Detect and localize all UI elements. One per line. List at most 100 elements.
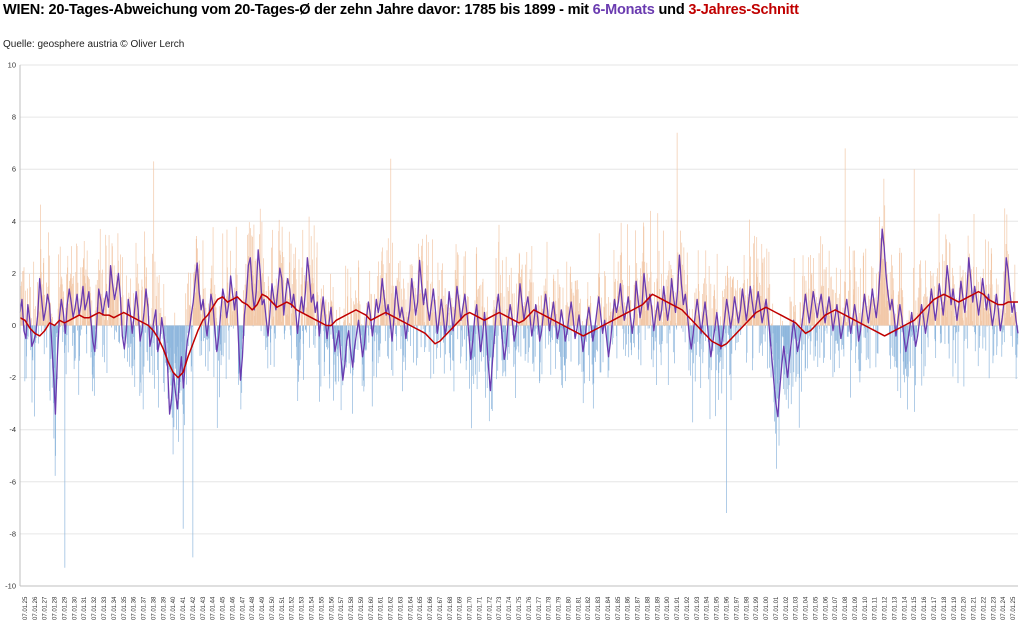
- x-tick-label: 07.01.01: [774, 596, 780, 620]
- x-tick-label: 07.01.49: [260, 596, 266, 620]
- x-tick-label: 07.01.51: [280, 596, 286, 620]
- x-tick-label: 07.01.34: [112, 596, 118, 620]
- x-tick-label: 07.01.57: [339, 596, 345, 620]
- y-tick-label: -4: [9, 425, 16, 434]
- x-tick-label: 07.01.30: [72, 596, 78, 620]
- x-tick-label: 07.01.55: [319, 596, 325, 620]
- x-tick-label: 07.01.96: [725, 596, 731, 620]
- title-main: WIEN: 20-Tages-Abweichung vom 20-Tages-Ø…: [3, 2, 593, 18]
- x-tick-label: 07.01.16: [922, 596, 928, 620]
- x-tick-label: 07.01.99: [754, 596, 760, 620]
- title-and: und: [654, 2, 689, 18]
- x-tick-label: 07.01.74: [507, 596, 513, 620]
- x-tick-label: 07.01.25: [23, 596, 29, 620]
- x-tick-label: 07.01.70: [468, 596, 474, 620]
- y-tick-label: 10: [8, 61, 16, 70]
- x-tick-label: 07.01.95: [715, 596, 721, 620]
- x-tick-label: 07.01.85: [616, 596, 622, 620]
- x-tick-label: 07.01.82: [586, 596, 592, 620]
- x-tick-label: 07.01.13: [892, 596, 898, 620]
- x-tick-label: 07.01.35: [122, 596, 128, 620]
- x-tick-label: 07.01.61: [379, 596, 385, 620]
- x-tick-label: 07.01.20: [962, 596, 968, 620]
- x-tick-label: 07.01.91: [675, 596, 681, 620]
- x-tick-label: 07.01.33: [102, 596, 108, 620]
- x-tick-label: 07.01.42: [191, 596, 197, 620]
- x-tick-label: 07.01.77: [537, 596, 543, 620]
- x-tick-label: 07.01.18: [942, 596, 948, 620]
- x-tick-label: 07.01.97: [734, 596, 740, 620]
- three-year-line: [19, 290, 1018, 379]
- x-tick-label: 07.01.78: [547, 596, 553, 620]
- x-tick-label: 07.01.81: [576, 596, 582, 620]
- y-tick-label: 6: [12, 165, 16, 174]
- x-tick-label: 07.01.07: [833, 596, 839, 620]
- x-tick-label: 07.01.75: [517, 596, 523, 620]
- y-tick-label: 8: [12, 113, 16, 122]
- x-tick-label: 07.01.06: [823, 596, 829, 620]
- x-tick-label: 07.01.46: [230, 596, 236, 620]
- x-tick-label: 07.01.93: [695, 596, 701, 620]
- x-tick-label: 07.01.17: [932, 596, 938, 620]
- x-tick-label: 07.01.59: [359, 596, 365, 620]
- x-tick-label: 07.01.03: [794, 596, 800, 620]
- x-tick-label: 07.01.83: [596, 596, 602, 620]
- x-tick-label: 07.01.38: [151, 596, 157, 620]
- x-tick-label: 07.01.28: [53, 596, 59, 620]
- x-tick-label: 07.01.50: [270, 596, 276, 620]
- y-tick-label: 0: [12, 321, 16, 330]
- y-tick-label: 2: [12, 269, 16, 278]
- x-tick-label: 07.01.94: [705, 596, 711, 620]
- x-tick-label: 07.01.45: [221, 596, 227, 620]
- x-tick-label: 07.01.44: [211, 596, 217, 620]
- x-tick-label: 07.01.76: [527, 596, 533, 620]
- x-tick-label: 07.01.27: [43, 596, 49, 620]
- y-tick-label: -6: [9, 477, 16, 486]
- x-tick-label: 07.01.41: [181, 596, 187, 620]
- x-tick-label: 07.01.10: [863, 596, 869, 620]
- x-tick-label: 07.01.12: [883, 596, 889, 620]
- x-tick-label: 07.01.04: [804, 596, 810, 620]
- deviation-bars: [19, 132, 1019, 568]
- x-tick-label: 07.01.54: [309, 596, 315, 620]
- x-tick-label: 07.01.62: [389, 596, 395, 620]
- y-axis: 10 8 6 4 2 0 -2 -4 -6 -8 -10: [5, 61, 21, 591]
- x-tick-label: 07.01.63: [398, 596, 404, 620]
- x-tick-label: 07.01.43: [201, 596, 207, 620]
- x-tick-label: 07.01.90: [665, 596, 671, 620]
- x-tick-label: 07.01.14: [902, 596, 908, 620]
- x-tick-label: 07.01.92: [685, 596, 691, 620]
- x-axis: 07.01.25 07.01.26 07.01.27 07.01.28 07.01.29…: [20, 585, 1018, 620]
- x-tick-label: 07.01.40: [171, 596, 177, 620]
- x-tick-label: 07.01.80: [566, 596, 572, 620]
- x-tick-label: 07.01.11: [873, 596, 879, 620]
- x-tick-label: 07.01.87: [636, 596, 642, 620]
- x-tick-label: 07.01.67: [438, 596, 444, 620]
- x-tick-label: 07.01.19: [952, 596, 958, 620]
- x-tick-label: 07.01.21: [972, 596, 978, 620]
- x-tick-label: 07.01.25: [1011, 596, 1017, 620]
- x-tick-label: 07.01.31: [82, 596, 88, 620]
- x-tick-label: 07.01.84: [606, 596, 612, 620]
- y-tick-label: -10: [5, 582, 16, 591]
- title-three-year: 3-Jahres-Schnitt: [688, 2, 799, 18]
- x-tick-label: 07.01.98: [744, 596, 750, 620]
- x-tick-label: 07.01.86: [626, 596, 632, 620]
- x-tick-label: 07.01.09: [853, 596, 859, 620]
- x-tick-label: 07.01.58: [349, 596, 355, 620]
- x-tick-label: 07.01.47: [240, 596, 246, 620]
- six-month-line: [19, 228, 1019, 418]
- x-tick-label: 07.01.36: [132, 596, 138, 620]
- x-tick-label: 07.01.22: [981, 596, 987, 620]
- x-tick-label: 07.01.79: [557, 596, 563, 620]
- x-tick-label: 07.01.39: [161, 596, 167, 620]
- x-tick-label: 07.01.37: [142, 596, 148, 620]
- x-tick-label: 07.01.68: [448, 596, 454, 620]
- x-tick-label: 07.01.71: [477, 596, 483, 620]
- x-tick-label: 07.01.88: [645, 596, 651, 620]
- x-tick-label: 07.01.66: [428, 596, 434, 620]
- x-tick-label: 07.01.26: [33, 596, 39, 620]
- y-tick-label: -2: [9, 373, 16, 382]
- x-tick-label: 07.01.69: [458, 596, 464, 620]
- y-tick-label: -8: [9, 529, 16, 538]
